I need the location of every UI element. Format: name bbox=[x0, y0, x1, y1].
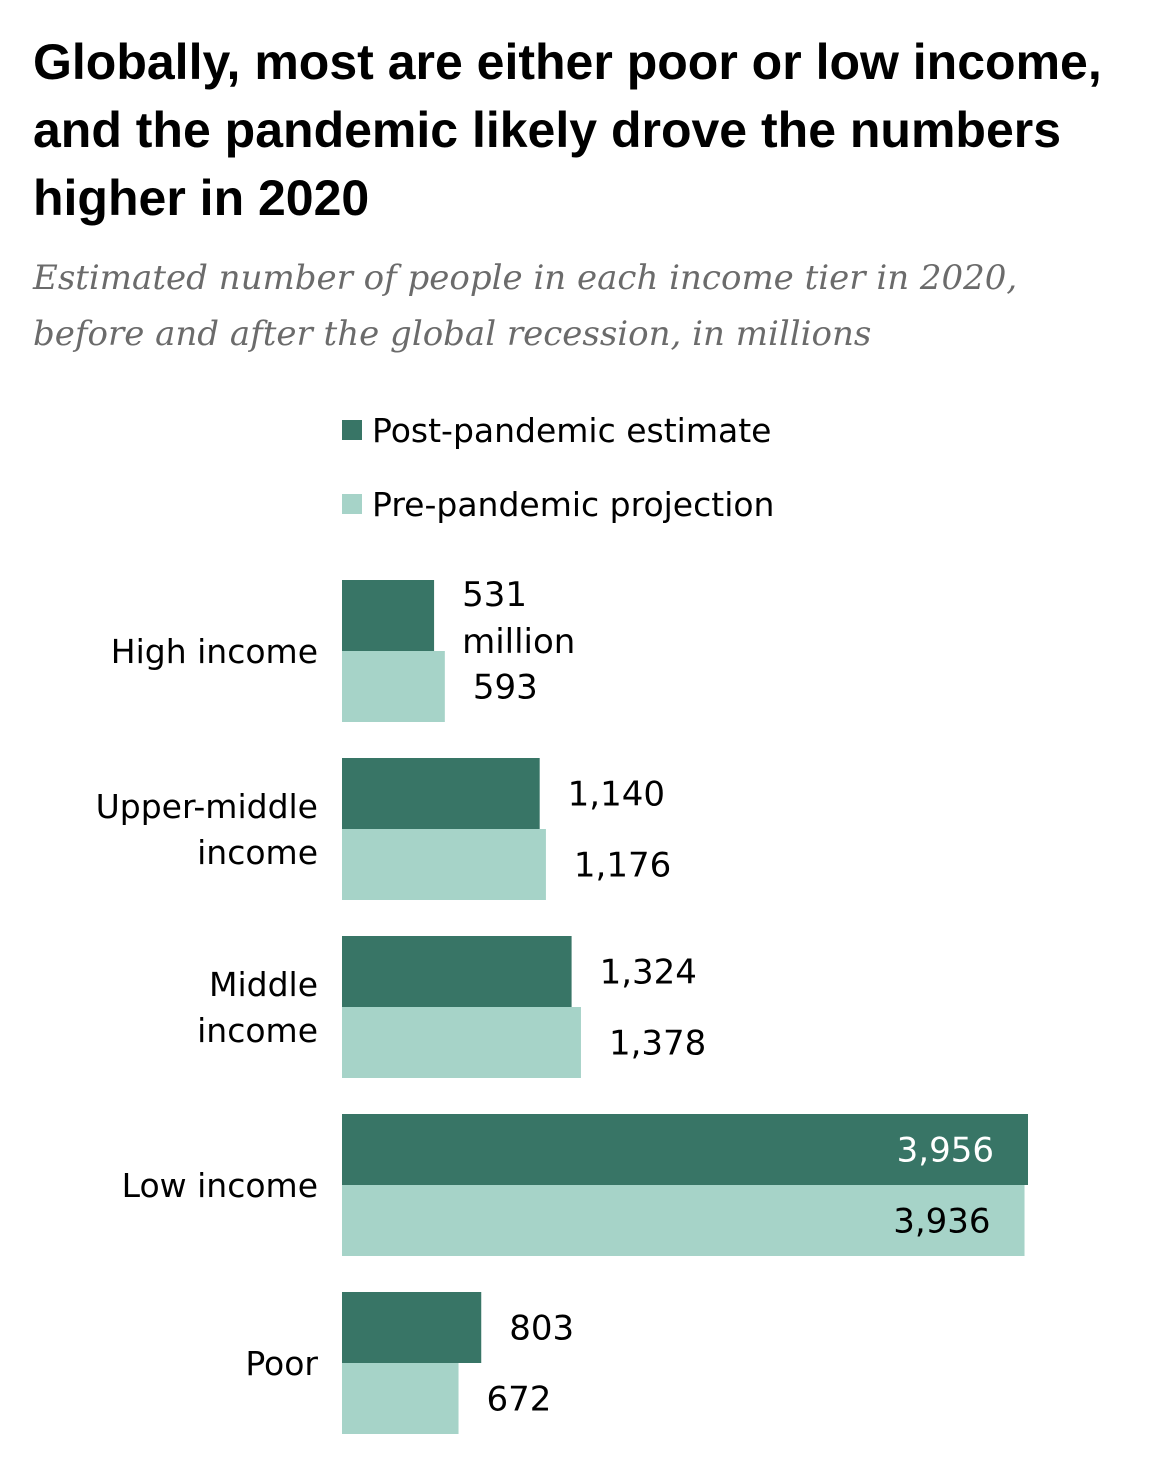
value-label: 531 bbox=[462, 575, 527, 615]
bar-group-2: Middle income 1,324 1,378 bbox=[197, 936, 706, 1078]
chart-subtitle: Estimated number of people in each incom… bbox=[33, 258, 1018, 354]
value-label: 1,378 bbox=[609, 1024, 706, 1064]
bar-pre bbox=[342, 1185, 1025, 1256]
bar-group-3: Low income 3,956 3,936 bbox=[122, 1114, 1028, 1256]
category-label: Upper-middle bbox=[96, 787, 318, 826]
legend-label-post: Post-pandemic estimate bbox=[372, 410, 772, 450]
bar-post bbox=[342, 1292, 482, 1363]
bar-post bbox=[342, 936, 572, 1007]
bar-pre bbox=[342, 651, 445, 722]
legend-swatch-pre bbox=[342, 494, 362, 514]
category-label: Low income bbox=[122, 1166, 318, 1205]
category-label: Poor bbox=[245, 1344, 318, 1383]
bar-post bbox=[342, 1114, 1028, 1185]
legend-swatch-post bbox=[342, 420, 362, 440]
bar-pre bbox=[342, 1363, 459, 1434]
category-label: income bbox=[197, 833, 318, 872]
category-label: High income bbox=[111, 632, 318, 671]
value-label: 803 bbox=[509, 1309, 574, 1349]
legend-item-pre: Pre-pandemic projection bbox=[342, 484, 774, 524]
bar-group-4: Poor 803 672 bbox=[245, 1292, 574, 1434]
chart-title: Globally, most are either poor or low in… bbox=[33, 34, 1102, 226]
category-label: income bbox=[197, 1011, 318, 1050]
bar-group-1: Upper-middle income 1,140 1,176 bbox=[96, 758, 671, 900]
legend-label-pre: Pre-pandemic projection bbox=[372, 484, 775, 524]
category-label: Middle bbox=[209, 965, 318, 1004]
legend-item-post: Post-pandemic estimate bbox=[342, 410, 771, 450]
value-label: 3,936 bbox=[893, 1202, 990, 1242]
bar-post bbox=[342, 580, 435, 651]
value-label: 672 bbox=[487, 1380, 552, 1420]
bar-pre bbox=[342, 829, 546, 900]
bar-pre bbox=[342, 1007, 581, 1078]
unit-label: million bbox=[462, 622, 575, 662]
bar-post bbox=[342, 758, 540, 829]
value-label: 1,324 bbox=[600, 953, 697, 993]
value-label: 3,956 bbox=[897, 1131, 994, 1171]
value-label: 1,176 bbox=[574, 846, 671, 886]
value-label: 1,140 bbox=[568, 775, 665, 815]
bar-group-0: High income 531 million 593 bbox=[111, 575, 575, 722]
value-label: 593 bbox=[473, 668, 538, 708]
